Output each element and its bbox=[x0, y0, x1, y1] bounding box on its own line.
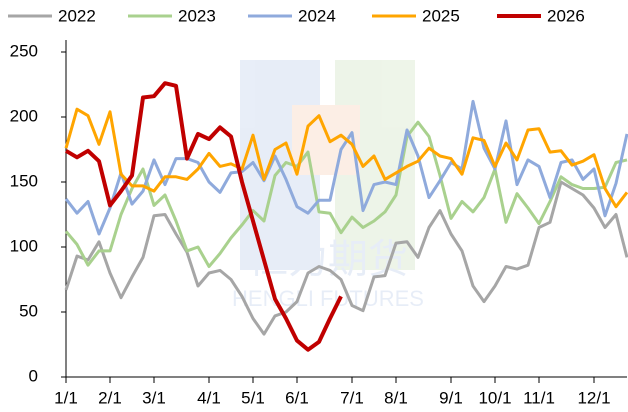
y-tick-label: 0 bbox=[29, 366, 38, 385]
legend-label: 2023 bbox=[178, 6, 216, 25]
series-line bbox=[64, 120, 628, 268]
legend-label: 2025 bbox=[422, 6, 460, 25]
x-tick-label: 3/1 bbox=[142, 388, 166, 407]
x-tick-label: 8/1 bbox=[384, 388, 408, 407]
x-tick-label: 10/1 bbox=[478, 388, 511, 407]
legend-label: 2026 bbox=[547, 6, 585, 25]
series-line bbox=[64, 180, 628, 336]
x-tick-label: 9/1 bbox=[439, 388, 463, 407]
x-tick-label: 5/1 bbox=[241, 388, 265, 407]
x-tick-label: 2/1 bbox=[98, 388, 122, 407]
watermark-text: 恒力期货 bbox=[248, 238, 408, 282]
y-tick-label: 100 bbox=[10, 236, 38, 255]
x-tick-label: 11/1 bbox=[523, 388, 555, 407]
watermark-shape bbox=[292, 105, 360, 175]
legend-label: 2022 bbox=[58, 6, 96, 25]
series-line bbox=[64, 81, 343, 352]
y-tick-label: 150 bbox=[10, 171, 38, 190]
x-tick-label: 4/1 bbox=[197, 388, 221, 407]
legend-label: 2024 bbox=[298, 6, 336, 25]
y-tick-label: 50 bbox=[19, 301, 38, 320]
x-tick-label: 1/1 bbox=[54, 388, 78, 407]
watermark-text: HENGLI FUTURES bbox=[232, 286, 424, 311]
y-tick-label: 200 bbox=[10, 106, 38, 125]
y-tick-label: 250 bbox=[10, 41, 38, 60]
x-tick-label: 12/1 bbox=[577, 388, 610, 407]
x-tick-label: 7/1 bbox=[340, 388, 364, 407]
x-tick-label: 6/1 bbox=[285, 388, 309, 407]
series-line bbox=[64, 107, 628, 209]
